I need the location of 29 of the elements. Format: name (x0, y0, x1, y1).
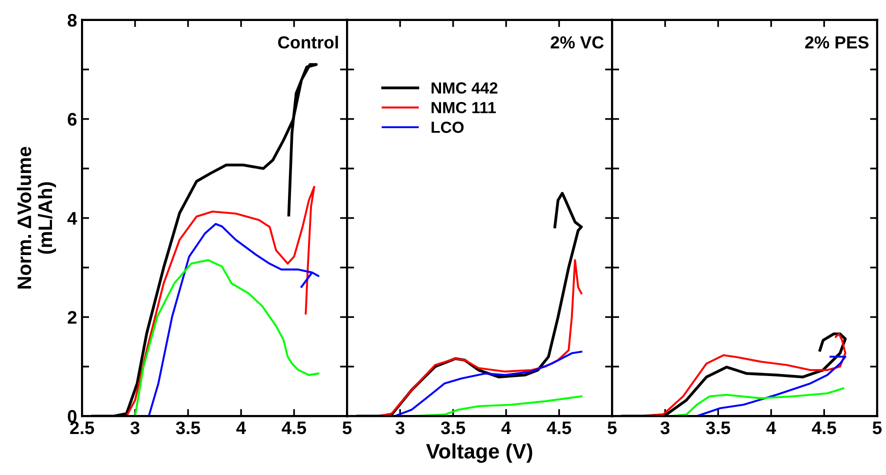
x-tick-label: 3 (130, 421, 140, 434)
y-tick-label: 8 (68, 14, 77, 27)
y-tick-label: 6 (68, 112, 77, 126)
x-tick-label: 2.5 (70, 421, 94, 434)
legend-label: NMC 111 (432, 102, 496, 114)
y-tick-label: 2 (68, 310, 76, 324)
x-tick-label: 3 (395, 421, 404, 434)
x-tick-label: 4.5 (812, 422, 836, 434)
x-axis-title: Voltage (V) (426, 443, 532, 463)
text: 2% PES (805, 36, 869, 49)
x-tick-label: 4.5 (282, 422, 306, 434)
x-tick-label: 4 (236, 422, 246, 434)
x-tick-label: 3.5 (440, 421, 466, 434)
x-tick-label: 4 (501, 422, 512, 434)
x-tick-label: 3 (660, 421, 670, 434)
x-tick-label: 3.5 (176, 421, 200, 434)
x-tick-label: 5 (608, 422, 617, 434)
y-tick-label: 0 (68, 410, 76, 423)
y-tick-label: 4 (67, 212, 78, 225)
x-tick-label: 5 (872, 422, 882, 434)
y-axis-title: Norm. ΔVolume (mL/Ah) (16, 146, 56, 289)
text: Control (278, 36, 338, 49)
x-tick-label: 4.5 (546, 422, 572, 434)
text: 2% VC (550, 36, 604, 49)
x-tick-label: 4 (766, 422, 776, 434)
x-tick-label: 5 (342, 422, 352, 434)
legend-label: NMC 442 (432, 82, 498, 94)
x-tick-label: 3.5 (706, 421, 730, 434)
legend-label: LCO (432, 122, 464, 133)
